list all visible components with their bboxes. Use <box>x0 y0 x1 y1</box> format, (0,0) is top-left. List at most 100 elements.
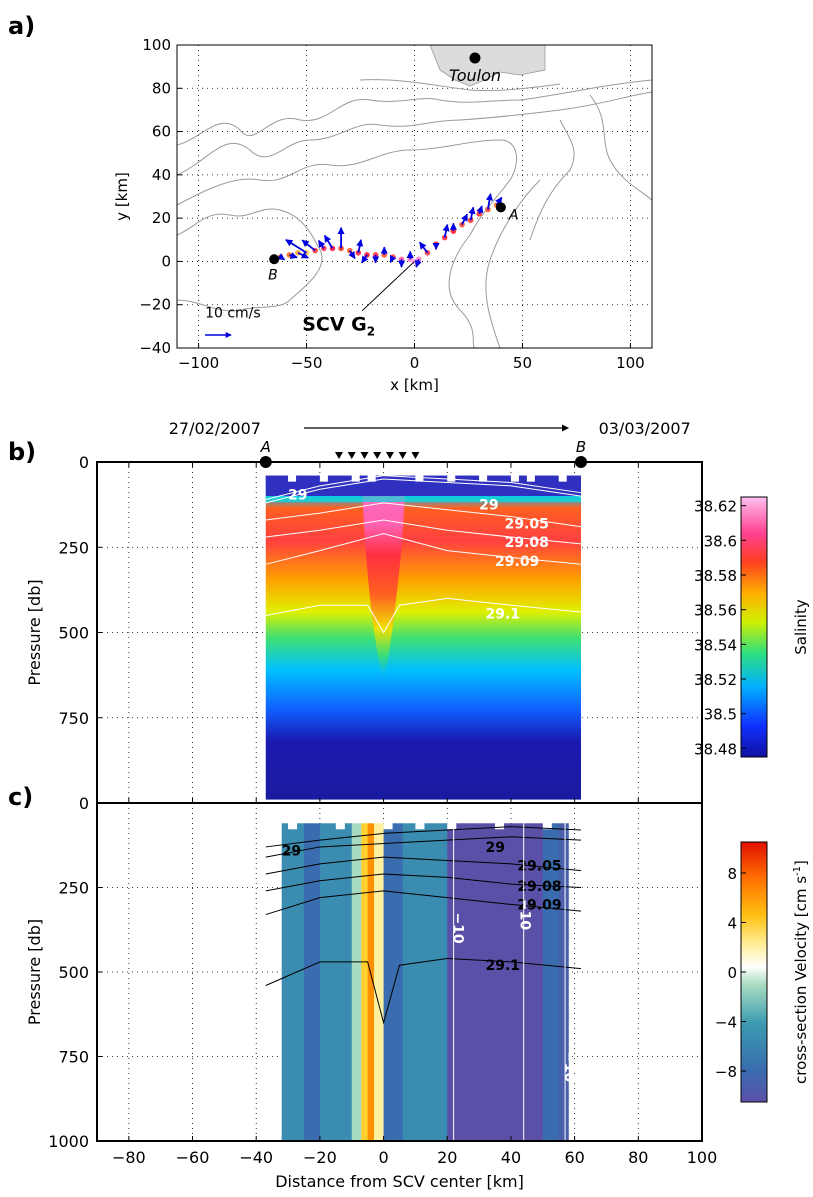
station-triangle <box>373 452 382 459</box>
surface-layer <box>265 475 581 497</box>
colorbar-tick-label: 38.48 <box>694 740 737 758</box>
x-tick-label: 50 <box>513 354 532 372</box>
velocity-vector <box>476 205 484 215</box>
isopycnal-label: 29.09 <box>517 897 561 913</box>
isopycnal-line <box>265 826 582 848</box>
thermocline <box>265 496 581 503</box>
colorbar-tick-label: 8 <box>727 865 737 883</box>
x-axis-label: x [km] <box>390 376 439 394</box>
x-tick-label: −20 <box>303 1148 337 1167</box>
velocity-column <box>495 823 528 1141</box>
eddy-label: SCV G2 <box>302 314 375 339</box>
data-gap <box>510 473 519 482</box>
isopycnal-line <box>265 478 582 504</box>
velocity-column <box>374 823 385 1141</box>
station-triangle <box>385 452 394 459</box>
velocity-vector <box>485 193 493 210</box>
isopycnal-line <box>265 533 582 565</box>
y-tick-label: 0 <box>161 252 171 270</box>
isopycnal-line <box>265 957 582 1025</box>
scale-vector-label: 10 cm/s <box>205 306 261 322</box>
y-tick-label: 0 <box>79 453 89 472</box>
colorbar-tick-label: 38.54 <box>694 636 737 654</box>
y-tick-label: 100 <box>142 36 171 54</box>
velocity-column <box>393 823 404 1141</box>
x-tick-label: 60 <box>564 1148 584 1167</box>
salinity-section <box>265 473 581 800</box>
colorbar-tick-label: −4 <box>715 1014 737 1032</box>
data-gap <box>447 821 457 830</box>
velocity-column <box>361 823 369 1141</box>
x-tick-label: 100 <box>616 354 645 372</box>
isopycnal-line <box>265 856 582 875</box>
velocity-vector <box>317 240 326 249</box>
velocity-vector <box>277 253 286 261</box>
velocity-vector <box>348 250 356 260</box>
station-triangle <box>347 452 356 459</box>
data-gap <box>415 821 425 830</box>
velocity-vector <box>468 206 476 221</box>
velocity-column <box>303 823 321 1141</box>
velocity-vector <box>389 254 397 263</box>
velocity-column <box>281 823 305 1141</box>
station-triangle <box>398 452 407 459</box>
section-end-label: B <box>576 438 586 456</box>
data-gap <box>319 473 328 482</box>
velocity-column <box>558 823 569 1141</box>
y-tick-label: 0 <box>79 794 89 813</box>
y-tick-label: 250 <box>58 879 89 898</box>
panel-a: a) −100 −50 0 50 100 −40 −20 0 20 40 60 80 100 x [km]… <box>8 12 653 394</box>
x-tick-label: 100 <box>687 1148 718 1167</box>
velocity-column <box>431 823 448 1141</box>
velocity-vector <box>301 239 316 252</box>
point-a-marker <box>495 202 506 213</box>
velocity-column <box>542 823 560 1141</box>
isopycnal-label: 29 <box>288 487 307 503</box>
velocity-column <box>415 823 432 1141</box>
y-axis-label: y [km] <box>113 172 131 221</box>
point-b-marker <box>269 254 280 265</box>
isopycnal-line <box>265 890 582 916</box>
velocity-vector <box>442 223 450 238</box>
isopycnal-line <box>265 597 582 634</box>
velocity-column <box>447 823 464 1141</box>
x-tick-label: −60 <box>176 1148 210 1167</box>
colorbar-label-main: cross-section Velocity [cm s <box>792 876 810 1084</box>
x-tick-label: −80 <box>112 1148 146 1167</box>
velocity-section <box>281 821 569 1141</box>
y-tick-label: 500 <box>58 963 89 982</box>
eddy-pointer-line <box>361 261 415 312</box>
isopycnal-label: 29.05 <box>505 516 549 532</box>
isopycnal-line <box>265 502 582 528</box>
y-tick-label: −40 <box>139 339 171 357</box>
data-gap <box>542 821 552 830</box>
panel-label-b: b) <box>8 438 36 466</box>
velocity-column <box>383 823 394 1141</box>
velocity-vector <box>361 254 369 264</box>
data-gap <box>479 473 488 482</box>
data-gap <box>526 473 535 482</box>
isopycnal-label: 29 <box>485 840 504 856</box>
velocity-contour-label: −10 <box>561 1051 577 1082</box>
y-tick-label: 80 <box>152 79 171 97</box>
y-tick-label: 20 <box>152 209 171 227</box>
coastline-contours <box>176 44 653 349</box>
isopycnal-line <box>265 519 582 545</box>
x-tick-label: 80 <box>628 1148 648 1167</box>
panel-b: b) A B 27/02/2007 03/03/2007 29 29 29.05 29.08… <box>8 419 810 813</box>
start-date-label: 27/02/2007 <box>169 419 261 438</box>
velocity-contour-label: −10 <box>517 899 533 930</box>
x-tick-label: 20 <box>437 1148 457 1167</box>
isopycnal-line <box>265 836 582 858</box>
y-tick-label: 1000 <box>48 1132 89 1151</box>
velocity-vector <box>323 234 334 249</box>
isopycnal-label: 29.1 <box>485 607 520 623</box>
x-tick-label: 0 <box>410 354 420 372</box>
colorbar <box>740 496 768 758</box>
x-tick-label: −40 <box>239 1148 273 1167</box>
velocity-vector <box>356 239 364 253</box>
velocity-contour-label: −10 <box>450 912 466 943</box>
end-date-label: 03/03/2007 <box>599 419 691 438</box>
isopycnal-line <box>265 475 582 500</box>
